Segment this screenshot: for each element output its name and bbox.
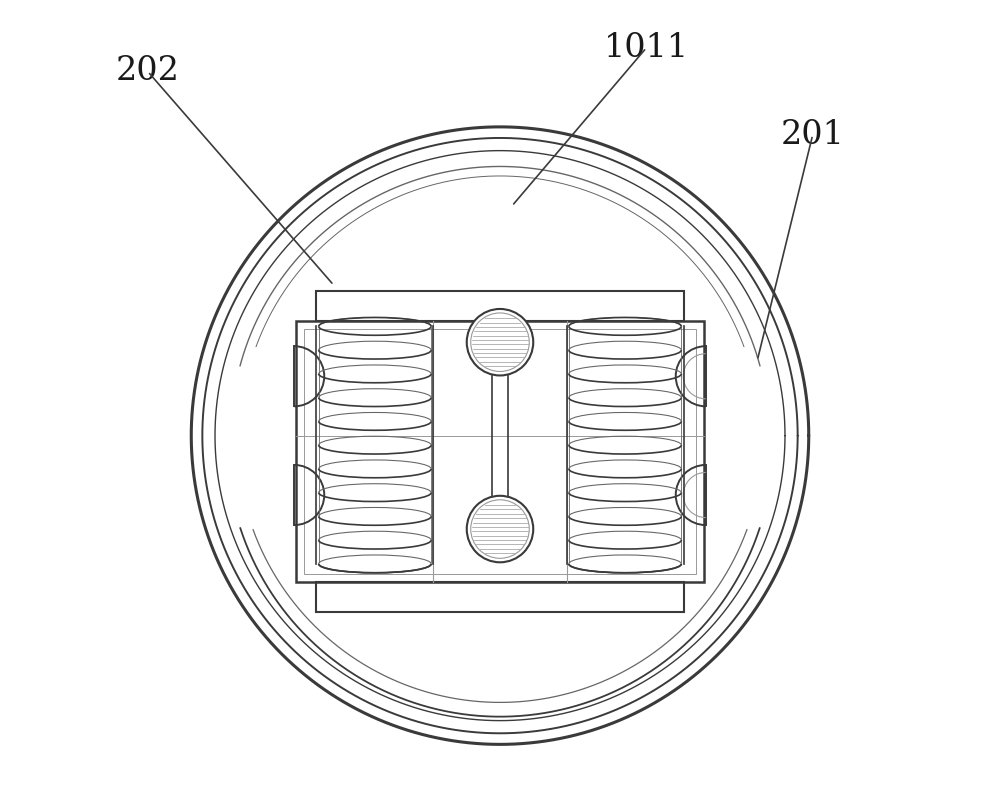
- Bar: [296, 321, 704, 582]
- Text: 1011: 1011: [604, 32, 689, 64]
- Circle shape: [467, 496, 533, 562]
- Bar: [304, 329, 696, 574]
- Text: 202: 202: [116, 55, 180, 87]
- Bar: [316, 290, 684, 321]
- Circle shape: [471, 500, 529, 558]
- Text: 201: 201: [781, 118, 845, 150]
- Circle shape: [471, 313, 529, 371]
- Circle shape: [467, 309, 533, 375]
- Bar: [316, 582, 684, 612]
